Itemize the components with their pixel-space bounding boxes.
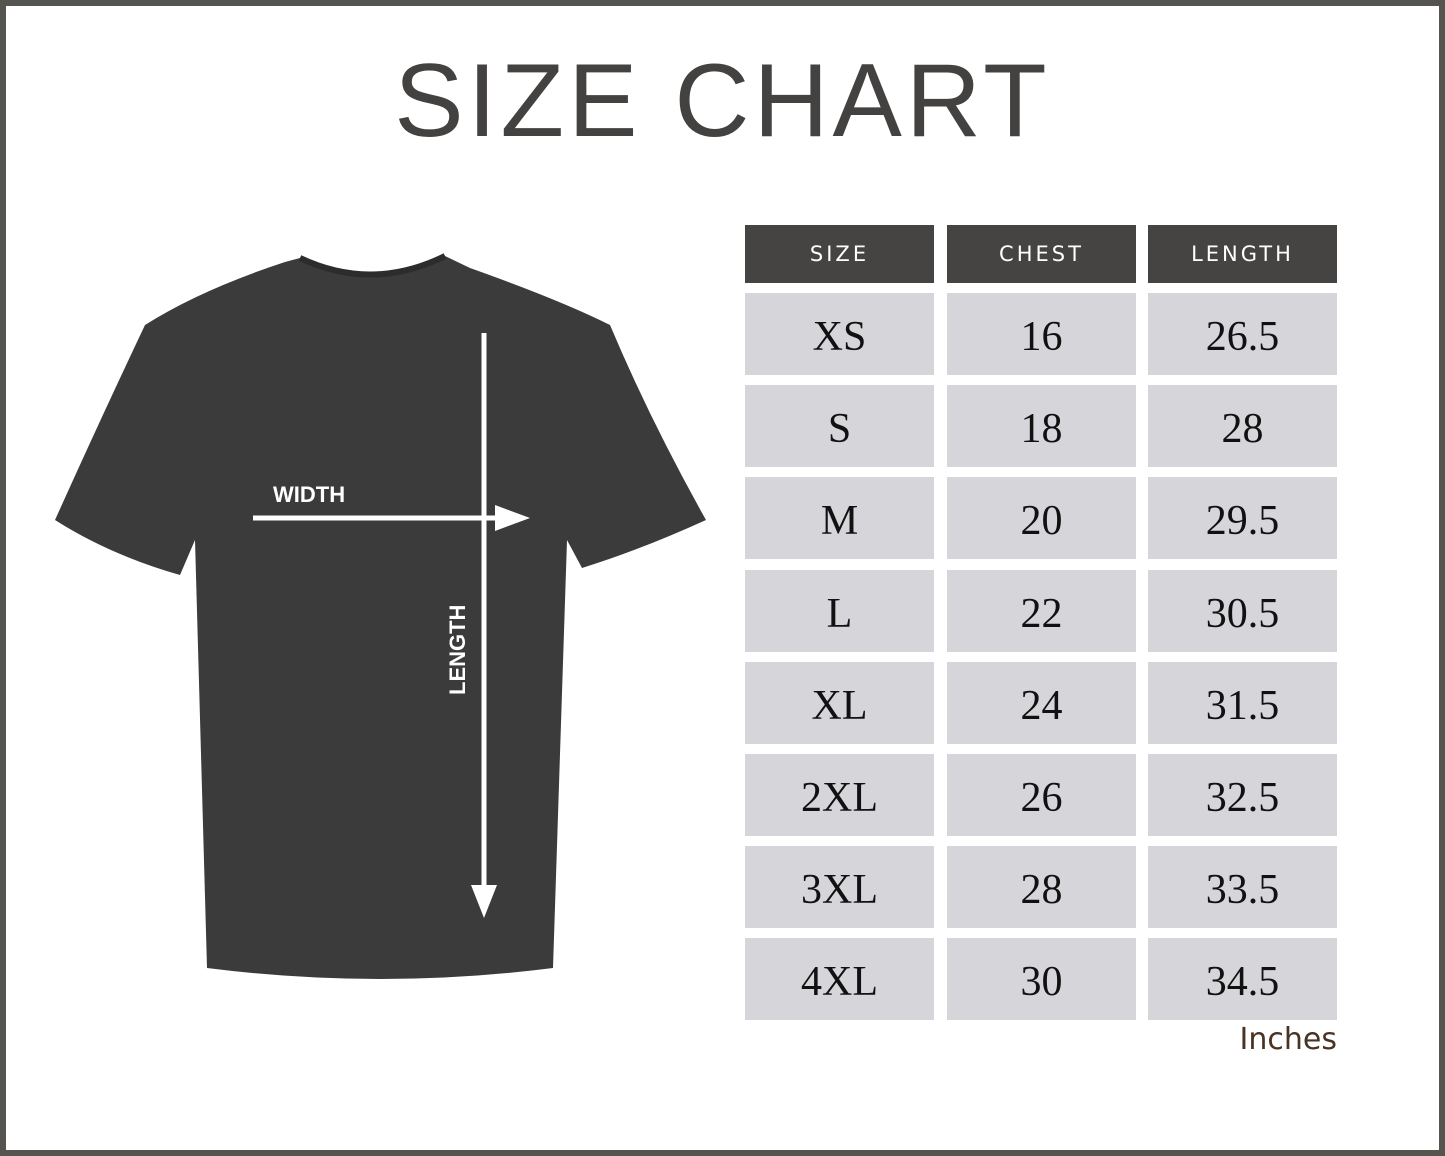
cell-chest: 16 <box>947 293 1136 375</box>
cell-chest: 26 <box>947 754 1136 836</box>
tshirt-diagram: WIDTH LENGTH <box>55 253 706 979</box>
cell-size: XS <box>745 293 934 375</box>
cell-chest: 28 <box>947 846 1136 929</box>
cell-chest: 30 <box>947 938 1136 1021</box>
cell-size: S <box>745 385 934 468</box>
cell-length: 31.5 <box>1148 661 1337 744</box>
header-size: SIZE <box>745 225 934 283</box>
width-arrow-head <box>495 505 530 531</box>
cell-length: 30.5 <box>1148 569 1337 652</box>
header-length: LENGTH <box>1148 225 1337 283</box>
length-arrow-head <box>471 885 497 918</box>
cell-size: 3XL <box>745 846 934 929</box>
unit-label: Inches <box>1239 1022 1337 1057</box>
cell-size: L <box>745 569 934 652</box>
cell-length: 33.5 <box>1148 846 1337 929</box>
cell-chest: 18 <box>947 385 1136 468</box>
cell-length: 32.5 <box>1148 754 1337 836</box>
cell-size: M <box>745 477 934 560</box>
cell-size: 2XL <box>745 754 934 836</box>
cell-chest: 20 <box>947 477 1136 560</box>
cell-chest: 22 <box>947 569 1136 652</box>
tshirt-shape <box>55 256 706 979</box>
tshirt-collar <box>298 253 447 278</box>
cell-length: 26.5 <box>1148 293 1337 375</box>
length-label: LENGTH <box>445 605 470 695</box>
cell-size: XL <box>745 661 934 744</box>
page-title: SIZE CHART <box>394 43 1051 159</box>
cell-length: 34.5 <box>1148 938 1337 1021</box>
width-label: WIDTH <box>273 482 345 507</box>
header-chest: CHEST <box>947 225 1136 283</box>
cell-length: 28 <box>1148 385 1337 468</box>
cell-size: 4XL <box>745 938 934 1021</box>
cell-length: 29.5 <box>1148 477 1337 560</box>
cell-chest: 24 <box>947 661 1136 744</box>
